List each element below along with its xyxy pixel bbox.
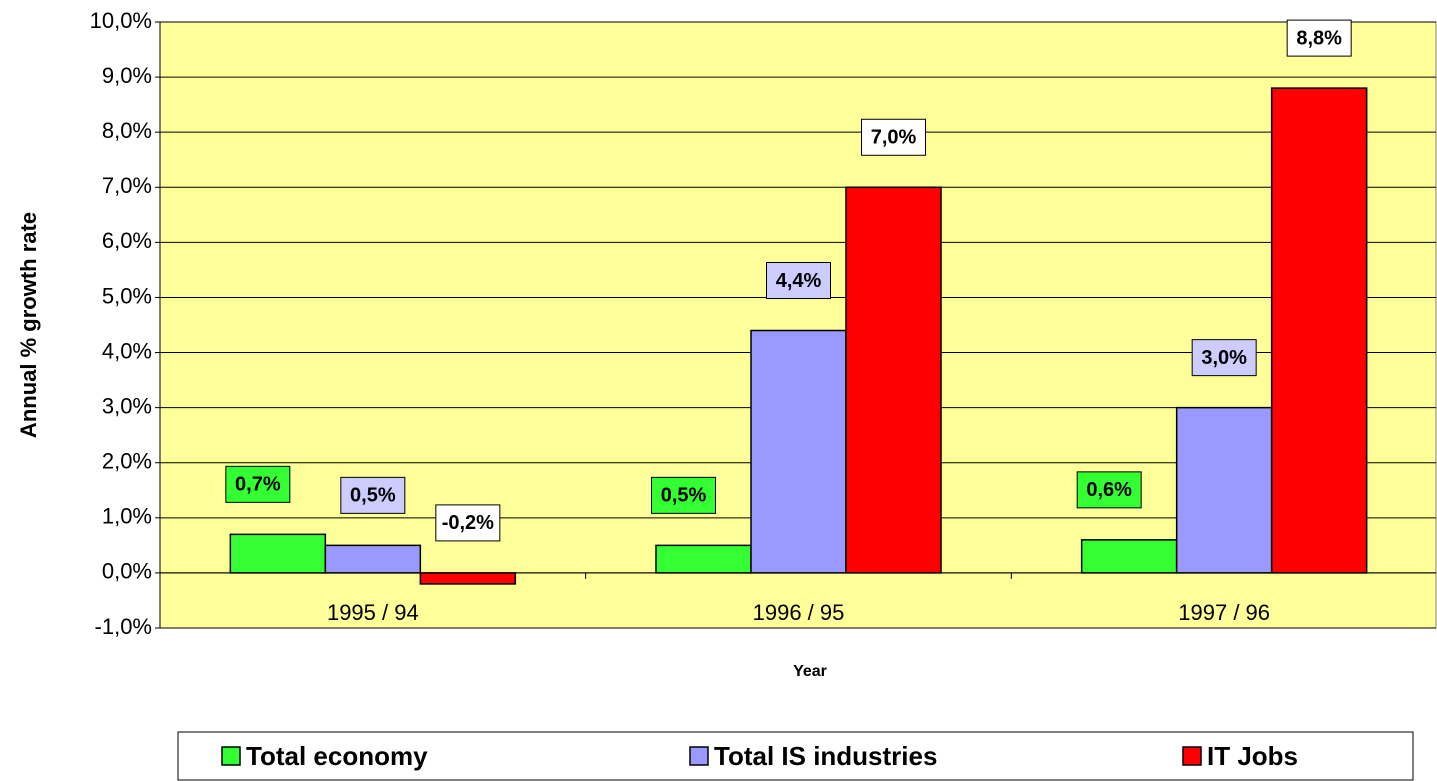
x-axis-title: Year	[793, 663, 827, 680]
value-label-box	[766, 262, 831, 300]
value-label-text: 0,7%	[235, 474, 281, 496]
value-label-text: 8,8%	[1296, 27, 1342, 49]
value-label-text: 3,0%	[1201, 347, 1247, 369]
bar	[229, 533, 327, 574]
y-tick-label: -1,0%	[95, 614, 152, 639]
value-label-text: 0,5%	[350, 485, 396, 507]
y-tick-label: 5,0%	[102, 283, 152, 308]
y-tick-label: 7,0%	[102, 173, 152, 198]
bar	[1175, 406, 1273, 574]
value-label: -0,2%	[435, 504, 501, 542]
value-label-box	[1286, 19, 1352, 57]
value-label-box	[435, 504, 501, 542]
legend-label: Total economy	[246, 741, 428, 771]
y-tick-label: 8,0%	[102, 118, 152, 143]
value-label-box	[225, 465, 291, 503]
x-tick-label: 1996 / 95	[753, 600, 845, 625]
value-label-box	[1191, 339, 1257, 377]
value-label: 0,5%	[340, 476, 406, 514]
value-label-box	[861, 118, 926, 156]
x-tick-label: 1997 / 96	[1178, 600, 1270, 625]
bar	[1080, 539, 1178, 574]
value-label-text: 4,4%	[776, 270, 822, 292]
y-tick-label: 2,0%	[102, 449, 152, 474]
value-label-box	[1076, 471, 1142, 509]
legend-label: IT Jobs	[1207, 741, 1298, 771]
bar	[845, 186, 942, 574]
x-tick-label: 1995 / 94	[327, 600, 419, 625]
bar	[1270, 87, 1368, 574]
y-tick-label: 10,0%	[90, 8, 152, 33]
bar	[324, 544, 422, 574]
value-label: 3,0%	[1191, 339, 1257, 377]
bar	[750, 329, 847, 574]
value-label-text: 0,5%	[661, 485, 707, 507]
value-label: 0,7%	[225, 465, 291, 503]
y-tick-label: 3,0%	[102, 393, 152, 418]
legend-swatch	[689, 746, 709, 766]
legend-box	[177, 731, 1414, 781]
value-label: 8,8%	[1286, 19, 1352, 57]
value-label: 7,0%	[861, 118, 926, 156]
y-tick-label: 0,0%	[102, 559, 152, 584]
value-label-box	[340, 476, 406, 514]
y-tick-label: 9,0%	[102, 63, 152, 88]
legend-swatch	[1182, 746, 1202, 766]
value-label: 4,4%	[766, 262, 831, 300]
bar	[419, 572, 517, 585]
value-label: 0,5%	[651, 476, 716, 514]
value-label: 0,6%	[1076, 471, 1142, 509]
value-label-text: -0,2%	[442, 512, 494, 534]
y-axis-title: Annual % growth rate	[16, 212, 41, 438]
bar	[655, 544, 752, 574]
y-tick-label: 4,0%	[102, 338, 152, 363]
y-tick-label: 6,0%	[102, 228, 152, 253]
y-tick-label: 1,0%	[102, 504, 152, 529]
value-label-text: 0,6%	[1086, 479, 1132, 501]
value-label-box	[651, 476, 716, 514]
legend-label: Total IS industries	[714, 741, 937, 771]
value-label-text: 7,0%	[871, 127, 917, 149]
legend-swatch	[221, 746, 241, 766]
